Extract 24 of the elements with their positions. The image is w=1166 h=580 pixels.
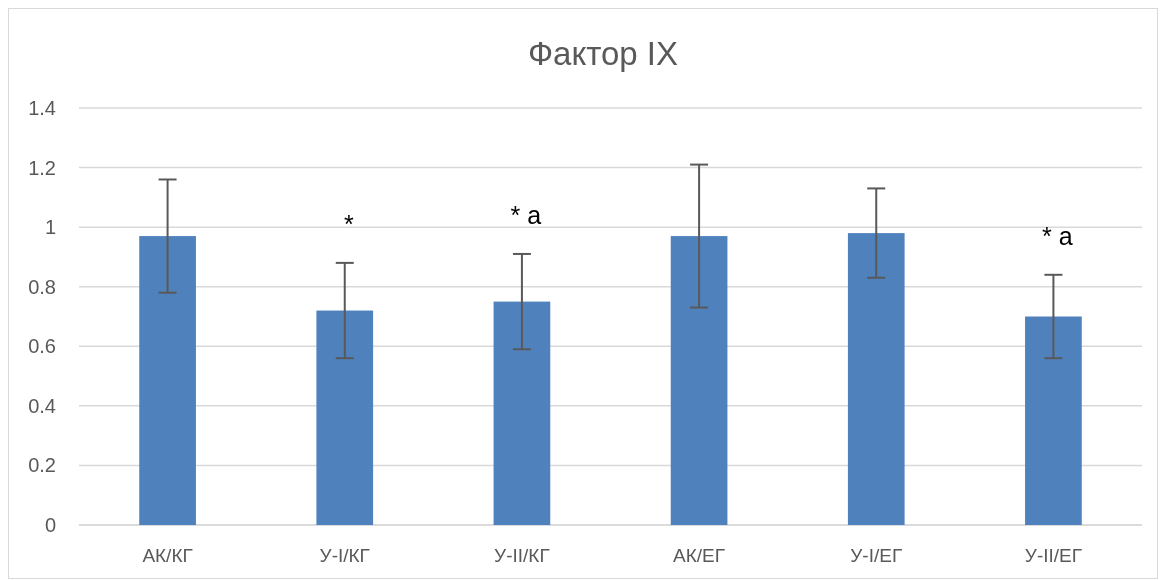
- x-tick-label: АК/ЕГ: [673, 545, 726, 566]
- chart-title: Фактор IX: [527, 35, 679, 72]
- x-tick-label: АК/КГ: [142, 545, 193, 566]
- bar: [139, 236, 196, 525]
- annotation: * a: [1042, 221, 1073, 250]
- y-tick-label: 0.8: [28, 275, 56, 298]
- bar: [847, 233, 905, 525]
- y-tick-label: 0.6: [28, 335, 56, 358]
- y-tick-label: 0: [44, 514, 56, 536]
- y-tick-label: 1: [44, 216, 56, 239]
- bar: [316, 310, 374, 525]
- y-tick-label: 1.4: [28, 97, 56, 119]
- x-tick-label: У-II/КГ: [494, 545, 550, 566]
- x-tick-label: У-I/ЕГ: [850, 545, 903, 566]
- annotation: *: [343, 209, 354, 238]
- bar: [493, 301, 551, 525]
- x-tick-label: У-II/ЕГ: [1024, 545, 1083, 566]
- bar: [1025, 316, 1082, 525]
- annotation: * a: [510, 200, 542, 229]
- y-tick-label: 0.4: [28, 394, 56, 417]
- x-tick-label: У-I/КГ: [319, 545, 370, 566]
- y-tick-label: 1.2: [28, 156, 56, 179]
- y-tick-label: 0.2: [28, 454, 56, 477]
- bar: [670, 236, 728, 525]
